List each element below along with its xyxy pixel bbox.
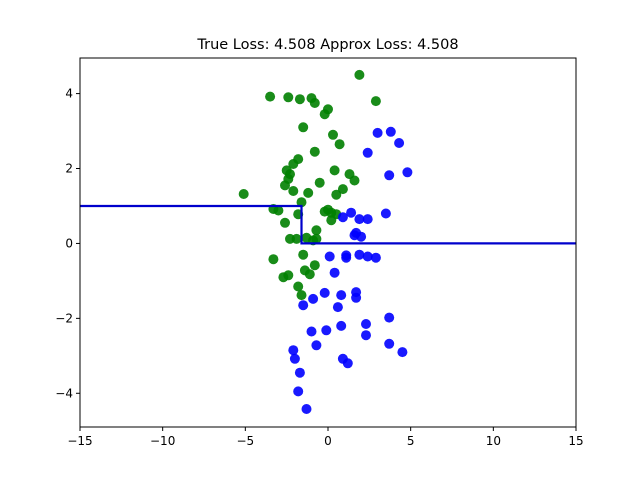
data-point bbox=[361, 319, 371, 329]
data-point bbox=[314, 177, 325, 188]
data-point bbox=[362, 147, 373, 158]
data-point bbox=[331, 189, 342, 200]
data-point bbox=[304, 269, 315, 280]
axes-layer: −15 −10 −5 0 5 10 15 −4 −2 0 2 4 bbox=[55, 87, 583, 448]
data-point bbox=[337, 212, 348, 223]
data-point bbox=[278, 272, 289, 283]
decision-boundary-line bbox=[80, 204, 576, 245]
data-point bbox=[354, 249, 365, 260]
data-point bbox=[349, 175, 360, 186]
x-tick-label: −15 bbox=[67, 434, 92, 448]
data-point bbox=[354, 214, 365, 225]
data-point bbox=[309, 260, 320, 271]
data-point bbox=[384, 170, 395, 181]
data-point bbox=[384, 312, 395, 323]
data-point bbox=[294, 94, 305, 105]
y-tick-label: 4 bbox=[65, 87, 73, 101]
plot-area bbox=[238, 69, 413, 414]
data-point bbox=[329, 165, 340, 176]
y-tick-label: 2 bbox=[65, 162, 73, 176]
data-point bbox=[293, 386, 304, 397]
data-point bbox=[238, 189, 249, 199]
data-point bbox=[319, 287, 330, 298]
data-point bbox=[361, 330, 371, 341]
data-point bbox=[303, 187, 314, 198]
data-point bbox=[308, 293, 319, 304]
data-point bbox=[298, 300, 309, 311]
x-tick-label: 10 bbox=[486, 434, 501, 448]
data-point bbox=[362, 251, 373, 262]
data-point bbox=[289, 353, 300, 364]
data-point bbox=[394, 138, 405, 148]
data-point bbox=[354, 69, 365, 80]
data-point bbox=[280, 180, 290, 191]
data-point bbox=[356, 231, 367, 242]
data-point bbox=[273, 205, 284, 216]
data-point bbox=[328, 129, 338, 140]
y-tick-label: −4 bbox=[55, 386, 73, 400]
data-point bbox=[334, 139, 345, 150]
data-point bbox=[341, 252, 352, 263]
data-point bbox=[283, 92, 294, 103]
x-tick-label: 0 bbox=[324, 434, 332, 448]
x-tick-label: 15 bbox=[568, 434, 583, 448]
data-point bbox=[337, 184, 348, 195]
data-point bbox=[329, 267, 340, 278]
data-point bbox=[402, 167, 413, 178]
data-point bbox=[380, 208, 391, 219]
data-point bbox=[309, 146, 320, 157]
data-point bbox=[306, 326, 317, 337]
data-point bbox=[370, 96, 381, 107]
data-point bbox=[336, 290, 347, 301]
data-point bbox=[294, 367, 305, 378]
data-point bbox=[298, 249, 309, 260]
data-point bbox=[351, 292, 362, 303]
data-point bbox=[298, 122, 309, 133]
data-point bbox=[362, 214, 373, 225]
data-point bbox=[293, 281, 304, 292]
data-point bbox=[280, 217, 290, 228]
x-tick-label: −10 bbox=[150, 434, 175, 448]
decision-boundary-layer bbox=[80, 204, 576, 245]
chart-title: True Loss: 4.508 Approx Loss: 4.508 bbox=[196, 37, 458, 53]
data-point bbox=[342, 358, 353, 369]
data-point bbox=[288, 159, 299, 169]
data-point bbox=[324, 251, 335, 262]
data-point bbox=[385, 126, 396, 137]
data-point bbox=[296, 290, 307, 301]
data-point bbox=[384, 338, 395, 349]
data-point bbox=[321, 325, 332, 336]
data-point bbox=[291, 233, 302, 244]
data-point bbox=[397, 347, 408, 358]
data-point bbox=[288, 345, 299, 356]
x-tick-label: 5 bbox=[407, 434, 415, 448]
data-point bbox=[332, 302, 343, 313]
y-tick-label: 0 bbox=[65, 236, 73, 250]
data-point bbox=[346, 207, 357, 218]
data-point bbox=[301, 404, 312, 414]
data-point bbox=[268, 254, 279, 265]
data-point bbox=[326, 215, 337, 226]
data-point bbox=[265, 91, 276, 102]
data-point bbox=[372, 127, 383, 138]
data-point bbox=[309, 98, 320, 108]
data-point bbox=[336, 320, 347, 331]
data-point bbox=[370, 252, 381, 263]
y-tick-label: −2 bbox=[55, 311, 73, 325]
data-point bbox=[319, 109, 330, 120]
data-point bbox=[311, 340, 322, 351]
data-point bbox=[288, 186, 299, 196]
data-point bbox=[296, 197, 307, 208]
x-tick-label: −5 bbox=[236, 434, 254, 448]
data-point bbox=[311, 225, 322, 236]
